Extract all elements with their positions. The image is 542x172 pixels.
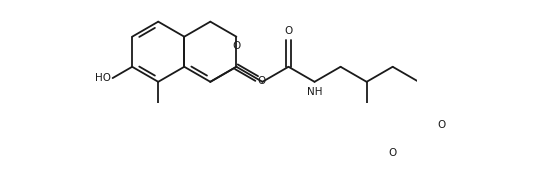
Text: NH: NH: [307, 87, 323, 97]
Text: O: O: [257, 76, 266, 86]
Text: HO: HO: [95, 73, 112, 83]
Text: O: O: [233, 41, 241, 51]
Text: O: O: [437, 120, 446, 130]
Text: O: O: [285, 26, 293, 36]
Text: O: O: [389, 148, 397, 158]
